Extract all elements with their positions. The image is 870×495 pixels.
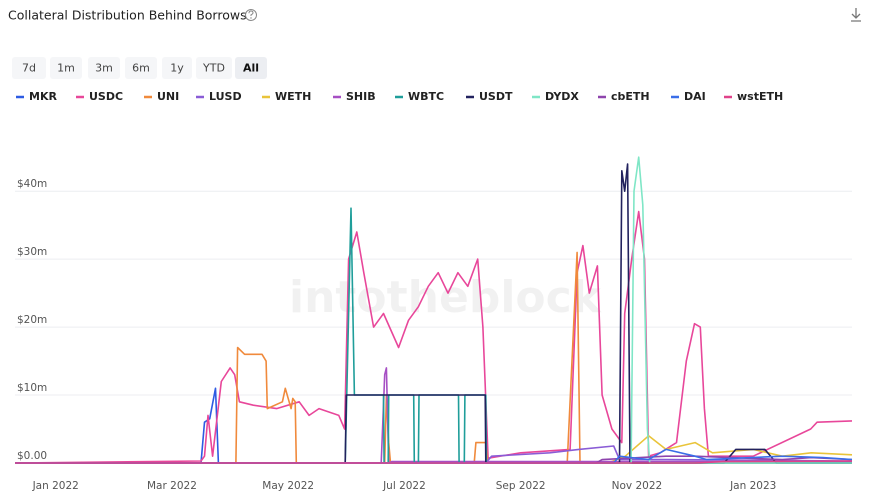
x-tick-label: Nov 2022 xyxy=(612,480,663,492)
legend-label[interactable]: SHIB xyxy=(346,90,376,103)
legend-label[interactable]: WETH xyxy=(275,90,311,103)
range-button[interactable]: YTD xyxy=(196,57,232,79)
series-line xyxy=(15,207,852,464)
legend-item[interactable]: cbETH xyxy=(598,90,650,103)
legend-label[interactable]: MKR xyxy=(29,90,57,103)
legend-item[interactable]: DYDX xyxy=(532,90,579,103)
legend-item[interactable]: LUSD xyxy=(196,90,242,103)
legend-label[interactable]: LUSD xyxy=(209,90,242,103)
range-button-label[interactable]: 6m xyxy=(132,62,150,75)
legend-label[interactable]: WBTC xyxy=(408,90,444,103)
legend-label[interactable]: cbETH xyxy=(611,90,650,103)
legend-item[interactable]: MKR xyxy=(16,90,57,103)
series-line xyxy=(15,460,853,464)
range-button-label[interactable]: 1y xyxy=(170,62,184,75)
range-button-label[interactable]: 7d xyxy=(22,62,36,75)
range-button-bg[interactable] xyxy=(196,57,232,79)
legend-item[interactable]: SHIB xyxy=(333,90,376,103)
range-button-bg[interactable] xyxy=(88,57,120,79)
download-icon[interactable] xyxy=(851,8,861,22)
range-button[interactable]: 3m xyxy=(88,57,120,79)
range-button[interactable]: 7d xyxy=(12,57,46,79)
legend-item[interactable]: WETH xyxy=(262,90,311,103)
range-button[interactable]: 1m xyxy=(50,57,82,79)
range-button-label[interactable]: 1m xyxy=(57,62,75,75)
chart-title: Collateral Distribution Behind Borrows xyxy=(8,8,247,23)
legend-label[interactable]: UNI xyxy=(157,90,179,103)
legend-item[interactable]: WBTC xyxy=(395,90,444,103)
range-button-bg[interactable] xyxy=(125,57,157,79)
range-button-bg[interactable] xyxy=(162,57,192,79)
series-line xyxy=(15,163,852,464)
x-tick-label: Mar 2022 xyxy=(147,480,197,492)
legend-label[interactable]: DYDX xyxy=(545,90,579,103)
x-tick-label: Jan 2022 xyxy=(32,480,79,492)
range-button[interactable]: 6m xyxy=(125,57,157,79)
series-line xyxy=(15,367,852,464)
y-tick-label: $0.00 xyxy=(17,450,47,462)
legend-item[interactable]: UNI xyxy=(144,90,179,103)
x-tick-label: Jan 2023 xyxy=(729,480,776,492)
range-button[interactable]: All xyxy=(235,57,267,79)
help-icon[interactable] xyxy=(245,9,257,21)
legend-item[interactable]: USDC xyxy=(76,90,123,103)
x-tick-label: May 2022 xyxy=(262,480,314,492)
watermark: intotheblock xyxy=(289,272,603,323)
series-line xyxy=(14,210,853,464)
legend-label[interactable]: DAI xyxy=(684,90,706,103)
y-tick-label: $20m xyxy=(17,314,47,326)
legend-item[interactable]: DAI xyxy=(671,90,706,103)
series-line xyxy=(15,445,853,464)
legend-label[interactable]: USDT xyxy=(479,90,513,103)
y-tick-label: $30m xyxy=(17,246,47,258)
series-line xyxy=(15,448,853,464)
range-button-label[interactable]: YTD xyxy=(202,62,225,75)
x-tick-label: Sep 2022 xyxy=(496,480,546,492)
range-button-label[interactable]: All xyxy=(243,62,259,75)
legend-label[interactable]: wstETH xyxy=(737,90,783,103)
y-tick-label: $10m xyxy=(17,382,47,394)
y-tick-label: $40m xyxy=(17,178,47,190)
range-button-label[interactable]: 3m xyxy=(95,62,113,75)
legend-label[interactable]: USDC xyxy=(89,90,123,103)
legend-item[interactable]: wstETH xyxy=(724,90,783,103)
legend-item[interactable]: USDT xyxy=(466,90,513,103)
x-tick-label: Jul 2022 xyxy=(382,480,426,492)
range-button-bg[interactable] xyxy=(12,57,46,79)
range-button-bg[interactable] xyxy=(235,57,267,79)
range-button-bg[interactable] xyxy=(50,57,82,79)
range-button[interactable]: 1y xyxy=(162,57,192,79)
